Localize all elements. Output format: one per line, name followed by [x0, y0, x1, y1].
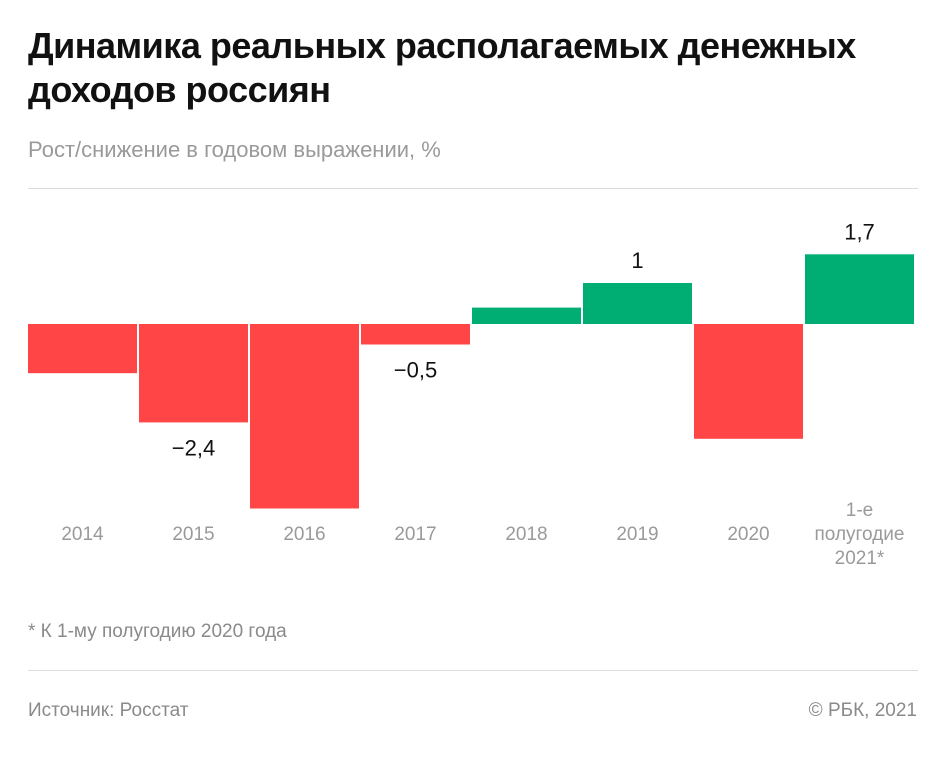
x-tick-label: 2016 — [283, 524, 325, 545]
bar-2016 — [250, 324, 359, 509]
data-label: −0,5 — [394, 358, 437, 383]
x-tick-label: 1-е полугодие 2021* — [815, 500, 905, 569]
bottom-divider — [28, 670, 918, 671]
x-tick-label: 2015 — [172, 524, 214, 545]
data-label: 1,7 — [844, 219, 875, 244]
top-divider — [28, 188, 918, 189]
bar-2015 — [139, 324, 248, 423]
x-tick-label: 2018 — [505, 524, 547, 545]
bar-1-е-полугодие-2021- — [805, 254, 914, 324]
data-label: 1 — [631, 248, 643, 273]
x-tick-label: 2019 — [616, 524, 658, 545]
x-tick-label: 2020 — [727, 524, 769, 545]
bar-2017 — [361, 324, 470, 345]
bar-2018 — [472, 307, 581, 324]
footnote: * К 1-му полугодию 2020 года — [28, 621, 287, 642]
chart-title: Динамика реальных располагаемых денежных… — [28, 25, 856, 110]
data-label: −2,4 — [172, 435, 215, 460]
x-tick-label: 2017 — [394, 524, 436, 545]
source-text: Источник: Росстат — [28, 700, 189, 721]
bar-2014 — [28, 324, 137, 374]
bar-chart: 2014 −2,4 2015 2016 −0,5 2017 2018 1 2019 2020 1,7… — [28, 219, 914, 569]
copyright-text: © РБК, 2021 — [808, 700, 917, 721]
bar-2019 — [583, 283, 692, 324]
bar-2020 — [694, 324, 803, 439]
chart-subtitle: Рост/снижение в годовом выражении, % — [28, 137, 441, 162]
x-tick-label: 2014 — [61, 524, 104, 545]
